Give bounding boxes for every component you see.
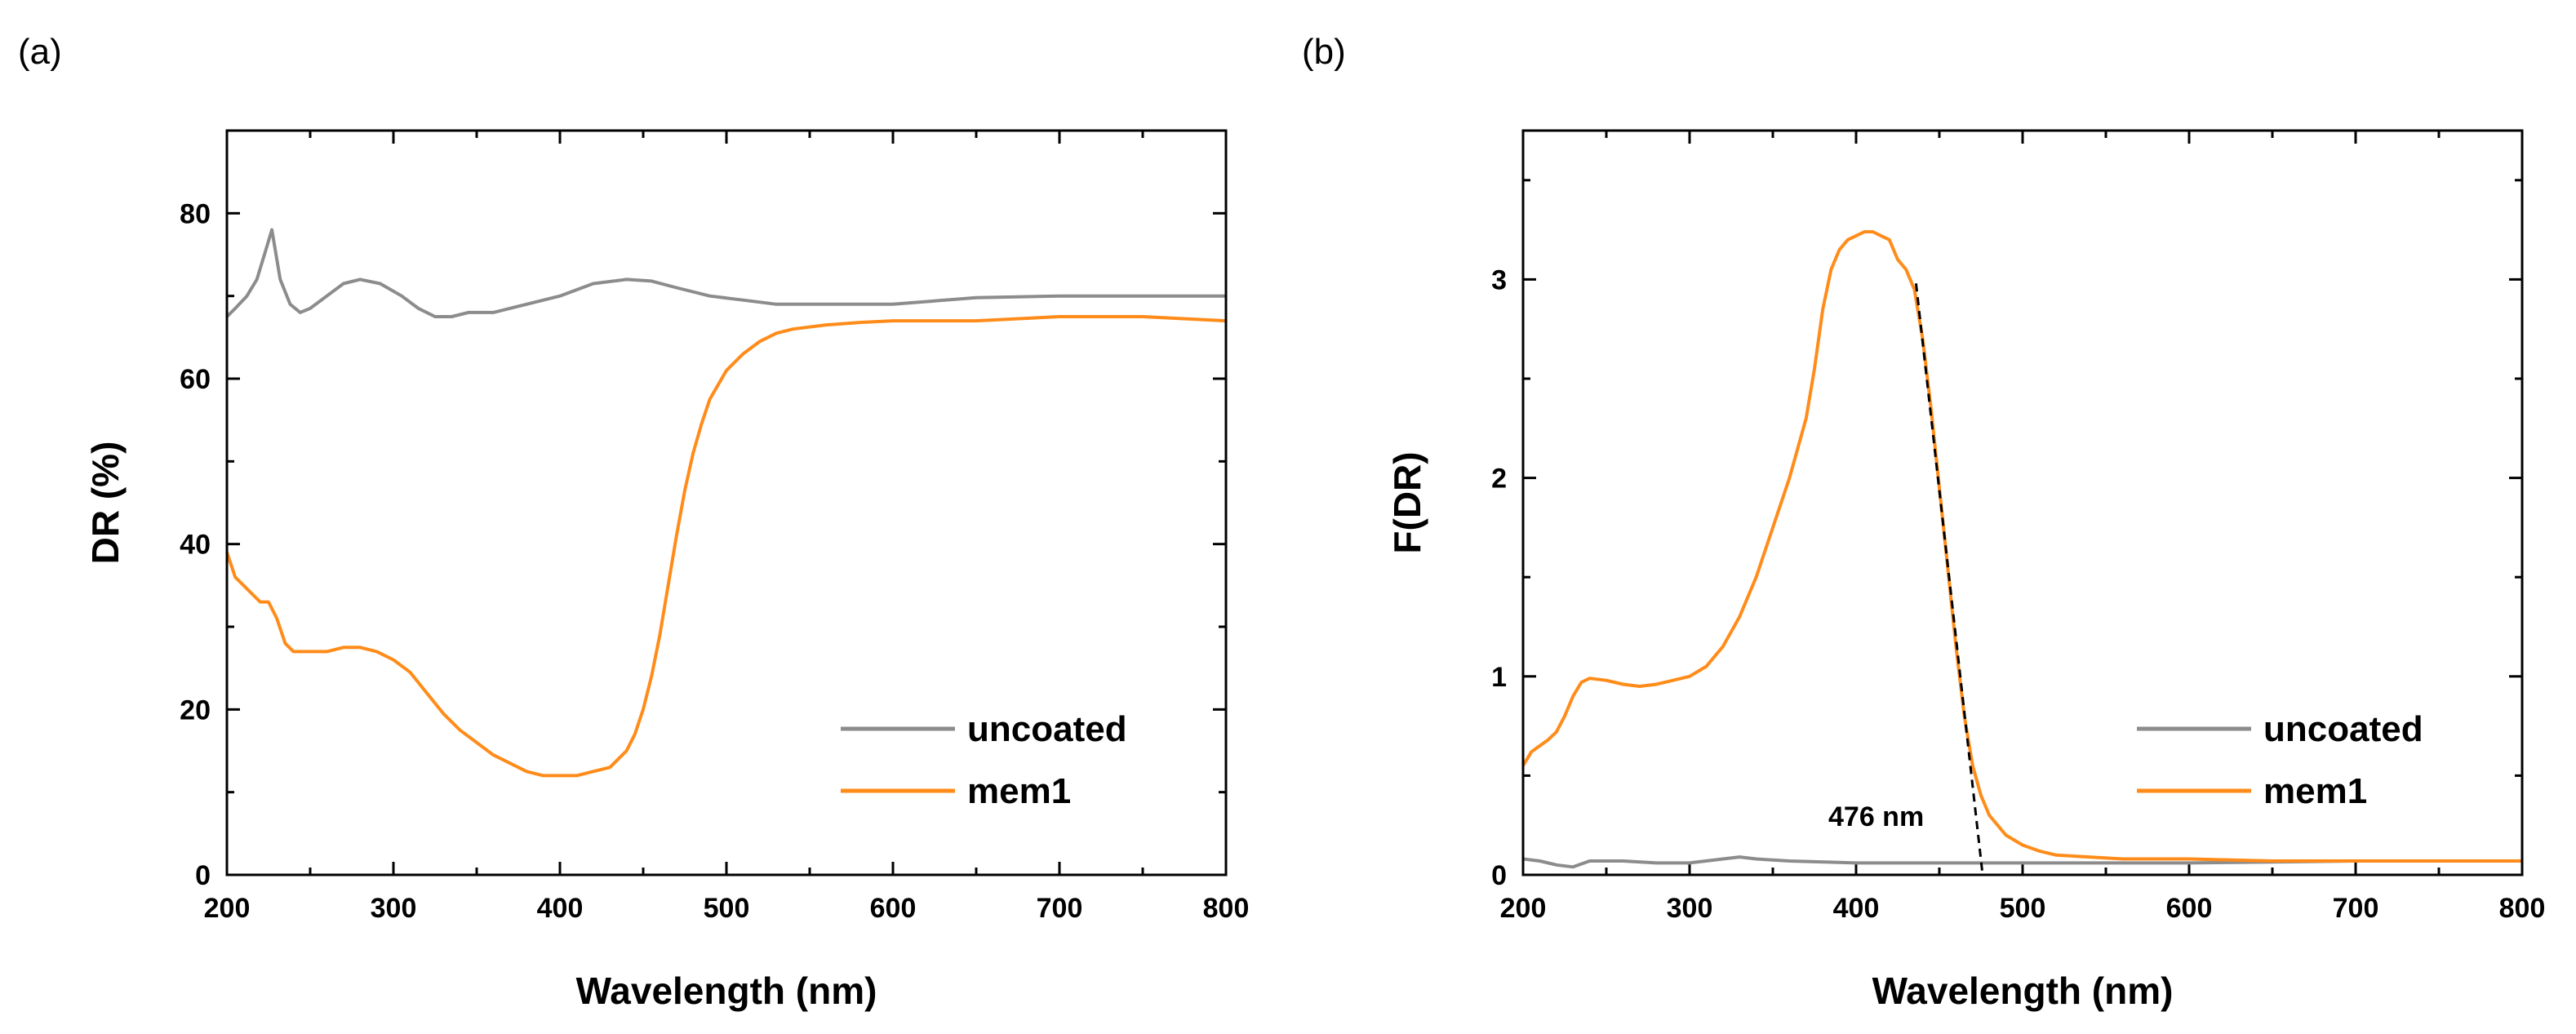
panel-b-x-tick-label: 300 [1667, 893, 1713, 924]
panel-a-x-tick-label: 800 [1203, 893, 1250, 924]
panel-b-legend: uncoated mem1 [2137, 709, 2423, 811]
panel-b-plot-frame [1521, 129, 2524, 876]
panel-a-legend: uncoated mem1 [841, 709, 1127, 811]
panel-a-y-tick-label: 60 [180, 364, 211, 395]
panel-a-plot-frame [225, 129, 1228, 876]
panel-a-legend-label-mem1: mem1 [967, 771, 1071, 811]
panel-a-y-tick-label: 0 [195, 860, 211, 891]
panel-b-annotation-476nm: 476 nm [1828, 801, 1924, 832]
panel-b-x-tick-label: 500 [2000, 893, 2046, 924]
panel-b-x-tick-label: 800 [2499, 893, 2546, 924]
panel-b-tangent-fit-line [1914, 283, 1984, 876]
panel-a-x-tick-label: 400 [537, 893, 584, 924]
panel-a-series [225, 228, 1227, 778]
panel-a: (a) 200 300 400 500 600 700 800 0 20 40 60 80 Wavel… [18, 32, 1249, 1012]
panel-a-x-tick-label: 300 [371, 893, 417, 924]
panel-a-series-line-mem1 [225, 315, 1227, 778]
panel-a-y-tick-label: 20 [180, 695, 211, 726]
panel-a-x-tick-label: 600 [870, 893, 917, 924]
panel-b-series-line-mem1 [1521, 230, 2522, 863]
panel-b-y-axis-title: F(DR) [1386, 451, 1428, 553]
panel-b-x-tick-label: 200 [1500, 893, 1547, 924]
panel-a-x-axis-title: Wavelength (nm) [576, 970, 877, 1012]
panel-b-x-tick-label: 700 [2333, 893, 2379, 924]
panel-a-legend-label-uncoated: uncoated [967, 709, 1127, 749]
panel-a-x-tick-label: 700 [1037, 893, 1083, 924]
panel-b-legend-label-uncoated: uncoated [2263, 709, 2423, 749]
panel-b-series [1521, 230, 2522, 876]
panel-a-y-tick-label: 40 [180, 530, 211, 561]
panel-a-ticks: 200 300 400 500 600 700 800 0 20 40 60 80 [180, 129, 1250, 924]
panel-b-y-tick-label: 3 [1491, 264, 1507, 295]
panel-b-y-tick-label: 0 [1491, 860, 1507, 891]
panel-b-y-tick-label: 2 [1491, 464, 1507, 495]
panel-b-series-line-uncoated [1522, 855, 2522, 869]
panel-b-x-tick-label: 600 [2166, 893, 2213, 924]
panel-b-legend-label-mem1: mem1 [2263, 771, 2367, 811]
panel-b-x-tick-label: 400 [1833, 893, 1880, 924]
panel-b-ticks: 200 300 400 500 600 700 800 0 1 2 3 [1491, 131, 2545, 924]
panel-b-label: (b) [1302, 32, 1346, 72]
panel-b-x-axis-title: Wavelength (nm) [1872, 970, 2174, 1012]
panel-a-x-tick-label: 200 [204, 893, 251, 924]
panel-a-y-tick-label: 80 [180, 198, 211, 229]
panel-a-x-tick-label: 500 [704, 893, 750, 924]
panel-a-label: (a) [18, 32, 62, 72]
panel-b: (b) 200 300 400 500 600 700 800 0 1 2 3 Wavelength… [1302, 32, 2545, 1012]
panel-b-y-tick-label: 1 [1491, 662, 1507, 693]
panel-a-y-axis-title: DR (%) [84, 442, 127, 565]
panel-a-series-line-uncoated [225, 228, 1226, 318]
